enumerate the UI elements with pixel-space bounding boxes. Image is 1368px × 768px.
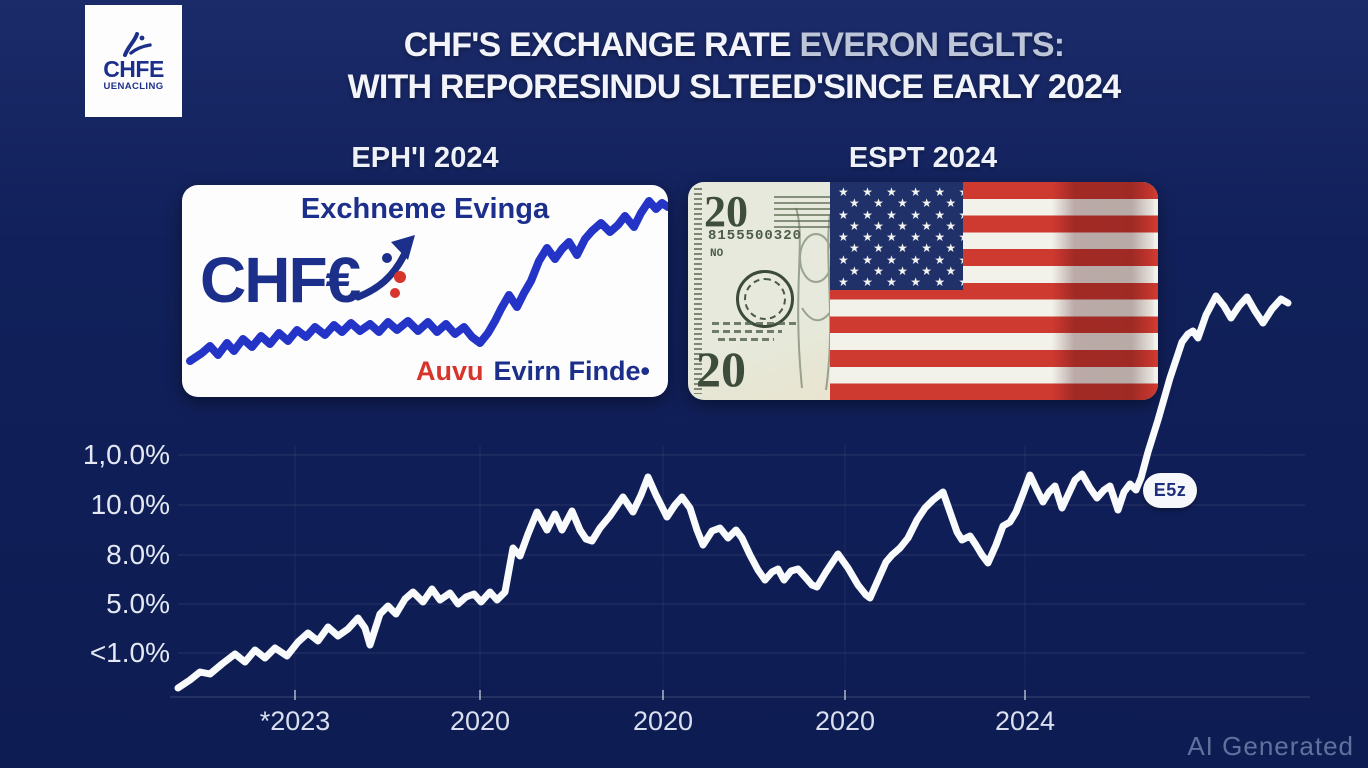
y-tick-label: 1,0.0% — [82, 439, 170, 470]
exchange-rate-card: Exchneme Evinga CHF€ Auvu Evirn Finde• — [182, 185, 668, 397]
bill-seal-inner-ring — [744, 278, 786, 320]
flag-canton: ★ ★ ★ ★ ★ ★ ★ ★ ★ ★ ★ ★ ★ ★ ★ ★ ★ ★ ★ ★ ★ ★… — [830, 182, 963, 290]
us-flag: ★ ★ ★ ★ ★ ★ ★ ★ ★ ★ ★ ★ ★ ★ ★ ★ ★ ★ ★ ★ ★ ★… — [830, 182, 1158, 400]
bill-text-scribble — [712, 322, 796, 325]
card-title: Exchneme Evinga — [300, 193, 550, 225]
decor-dot-red — [394, 271, 406, 283]
brand-logo: CHFE UENACLING — [85, 5, 182, 117]
right-panel-header: ESPT 2024 — [848, 142, 998, 174]
y-tick-label: <1.0% — [89, 637, 170, 668]
x-tick-label: 2020 — [632, 706, 694, 736]
title-line-1: CHF'S EXCHANGE RATE EVERON EGLTS: — [190, 24, 1278, 66]
y-tick-label: 5.0% — [106, 588, 170, 619]
logo-text: CHFE — [103, 55, 164, 82]
decor-dot-red-2 — [390, 288, 400, 298]
logo-mark-icon — [122, 31, 152, 57]
y-tick-label: 8.0% — [106, 539, 170, 570]
growth-arrow-head-icon — [391, 235, 415, 260]
x-axis-ticks — [294, 690, 1026, 700]
flag-star-row: ★ ★ ★ ★ ★ — [849, 241, 962, 256]
card-footer-brand-navy: Evirn Finde• — [493, 356, 650, 386]
bill-denomination-bottom: 20 — [696, 341, 746, 397]
bill-mark: NO — [710, 248, 724, 260]
chart-annotation-badge: E5z — [1143, 473, 1197, 508]
bill-text-scribble — [712, 330, 782, 333]
flag-star-row: ★ ★ ★ ★ ★ ★ — [838, 252, 963, 267]
flag-star-row: ★ ★ ★ ★ ★ ★ — [838, 207, 963, 222]
x-tick-label: 2020 — [814, 706, 876, 736]
bill-denomination-top: 20 — [704, 187, 748, 236]
flag-star-row: ★ ★ ★ ★ ★ ★ — [838, 185, 963, 199]
logo-subtitle: UENACLING — [103, 80, 164, 92]
card-footer: Auvu Evirn Finde• — [416, 356, 650, 387]
chart-annotation-text: E5z — [1153, 480, 1187, 500]
title-line-2: WITH REPORESINDU SLTEED'SINCE EARLY 2024 — [347, 68, 1122, 106]
flag-star-row: ★ ★ ★ ★ ★ ★ — [838, 230, 963, 245]
flag-star-row: ★ ★ ★ ★ ★ — [849, 196, 962, 211]
y-tick-label: 10.0% — [90, 489, 170, 520]
x-tick-label: *2023 — [259, 706, 331, 736]
card-sparkline-line — [186, 197, 668, 365]
title-line1-muted: EVERON EGLTS: — [790, 26, 1065, 64]
bill-serial-number: 8155500320 — [708, 228, 803, 244]
flag-fold-shadow — [1052, 182, 1154, 400]
flag-star-row: ★ ★ ★ ★ ★ — [849, 264, 962, 279]
flag-star-row: ★ ★ ★ ★ ★ ★ — [838, 275, 963, 290]
flag-star-row: ★ ★ ★ ★ ★ — [849, 218, 962, 233]
x-tick-label: 2024 — [994, 706, 1056, 736]
page-title: CHF'S EXCHANGE RATE EVERON EGLTS: WITH R… — [190, 24, 1278, 108]
decor-dot-navy — [382, 253, 392, 263]
left-panel-header: EPH'I 2024 — [351, 142, 499, 174]
horizontal-gridlines — [178, 454, 1305, 654]
dollar-flag-card: 20 8155500320 NO 20 ★ ★ ★ ★ ★ ★ ★ ★ ★ ★ ★… — [688, 182, 1158, 400]
x-tick-label: 2020 — [449, 706, 511, 736]
bill-border-pattern — [694, 188, 702, 394]
title-line1-strong: CHF'S EXCHANGE RATE — [403, 26, 792, 64]
card-footer-brand-red: Auvu — [416, 356, 484, 386]
bill-ornament-block — [774, 196, 838, 230]
vertical-gridlines — [294, 445, 1026, 692]
ai-generated-watermark: AI Generated — [1187, 731, 1354, 761]
